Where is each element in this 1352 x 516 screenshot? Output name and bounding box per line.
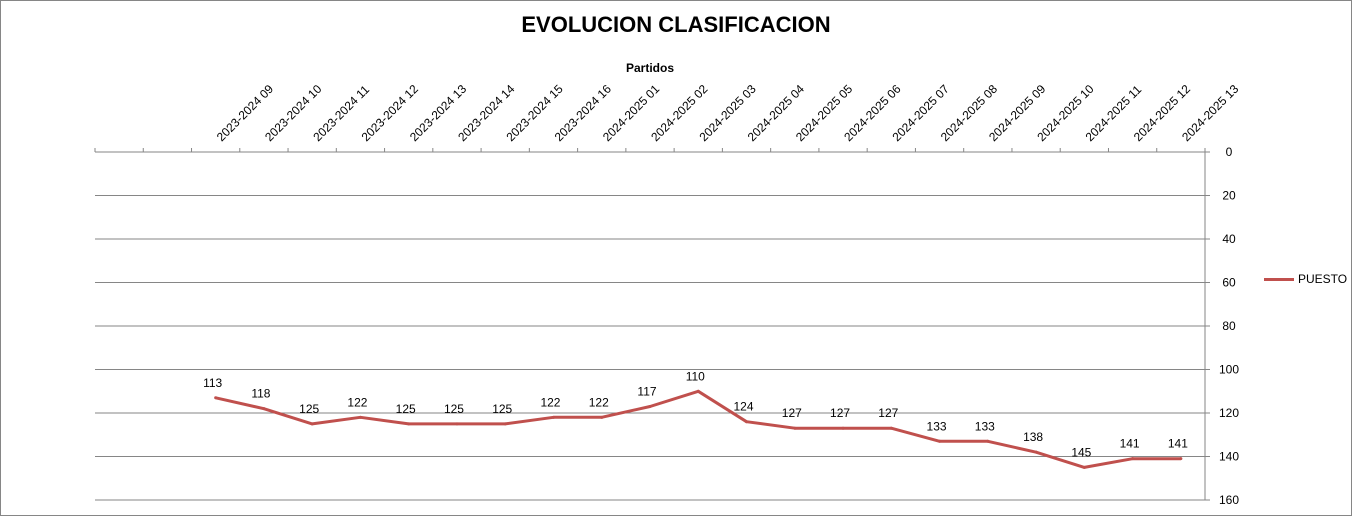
data-label: 133	[975, 419, 995, 433]
data-point	[1082, 465, 1086, 469]
data-point	[648, 404, 652, 408]
y-tick-label: 80	[1222, 319, 1236, 333]
data-point	[551, 415, 555, 419]
data-point	[600, 415, 604, 419]
legend: PUESTO	[1264, 272, 1347, 286]
y-tick-label: 40	[1222, 232, 1236, 246]
y-tick-label: 0	[1226, 145, 1233, 159]
data-label: 122	[540, 395, 560, 409]
data-point	[1179, 457, 1183, 461]
data-label: 124	[734, 400, 754, 414]
data-label: 118	[251, 387, 270, 401]
y-tick-label: 60	[1222, 276, 1236, 290]
data-label: 127	[830, 406, 850, 420]
data-label: 110	[686, 369, 705, 383]
data-point	[696, 389, 700, 393]
data-point	[889, 426, 893, 430]
data-label: 145	[1071, 445, 1091, 459]
data-point	[503, 422, 507, 426]
data-point	[793, 426, 797, 430]
data-label: 125	[396, 402, 416, 416]
data-label: 117	[637, 384, 656, 398]
chart-title: EVOLUCION CLASIFICACION	[521, 12, 831, 37]
data-point	[358, 415, 362, 419]
y-tick-label: 120	[1219, 406, 1239, 420]
data-point	[841, 426, 845, 430]
data-label: 125	[492, 402, 512, 416]
data-label: 125	[299, 402, 319, 416]
data-label: 113	[203, 376, 222, 390]
data-point	[214, 396, 218, 400]
data-label: 125	[444, 402, 464, 416]
data-label: 127	[782, 406, 802, 420]
legend-label: PUESTO	[1298, 272, 1348, 286]
data-label: 133	[927, 419, 947, 433]
data-point	[1034, 450, 1038, 454]
data-point	[262, 407, 266, 411]
data-point	[938, 439, 942, 443]
data-point	[986, 439, 990, 443]
y-tick-label: 160	[1219, 493, 1239, 507]
y-tick-label: 100	[1219, 363, 1239, 377]
x-axis-title: Partidos	[625, 61, 674, 75]
data-label: 122	[589, 395, 609, 409]
y-tick-label: 20	[1222, 189, 1236, 203]
data-point	[310, 422, 314, 426]
data-label: 141	[1120, 437, 1140, 451]
data-label: 141	[1168, 437, 1188, 451]
data-point	[407, 422, 411, 426]
legend-swatch	[1264, 277, 1294, 281]
data-label: 127	[878, 406, 898, 420]
data-label: 122	[347, 395, 367, 409]
data-label: 138	[1023, 430, 1043, 444]
data-point	[1131, 457, 1135, 461]
data-point	[455, 422, 459, 426]
y-tick-label: 140	[1219, 450, 1239, 464]
data-point	[745, 420, 749, 424]
